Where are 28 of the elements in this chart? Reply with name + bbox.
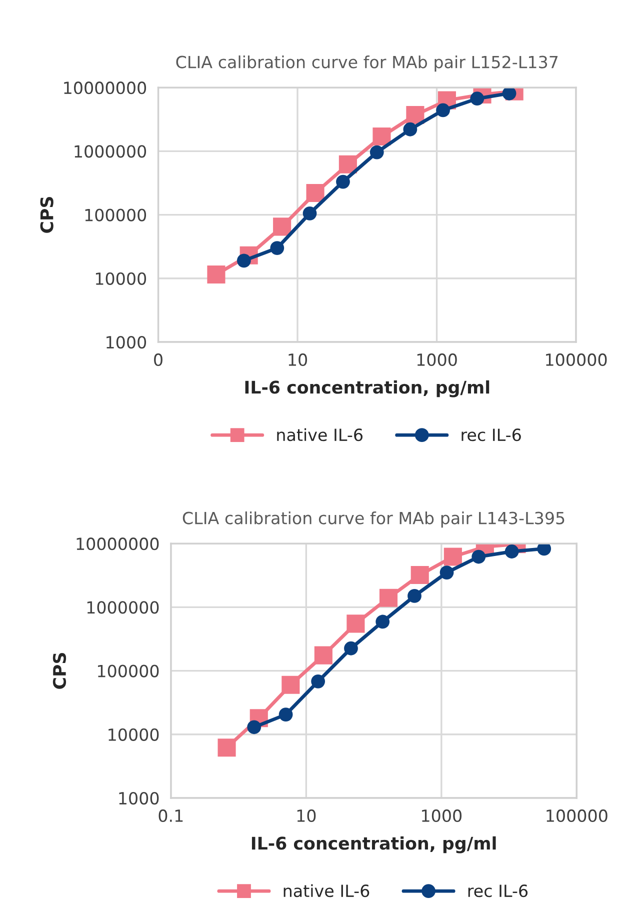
legend-label: native IL-6 (277, 428, 363, 442)
y-tick-label: 1000000 (87, 601, 159, 614)
x-tick-label: 0.1 (158, 809, 183, 822)
legend-label: native IL-6 (284, 884, 370, 898)
x-axis-title: IL-6 concentration, pg/ml (252, 836, 496, 854)
chart-title: CLIA calibration curve for MAb pair L143-L395 (182, 511, 564, 528)
x-tick-label: 10 (288, 353, 308, 366)
x-tick-label: 1000 (417, 353, 457, 366)
legend-label: rec IL-6 (468, 884, 528, 898)
y-tick-label: 10000000 (76, 538, 159, 550)
x-tick-label: 100000 (546, 353, 607, 366)
y-axis-title: CPS (52, 653, 66, 689)
y-axis-title: CPS (40, 197, 54, 233)
x-tick-label: 1000 (422, 809, 462, 822)
y-tick-label: 10000 (108, 728, 159, 741)
y-tick-label: 1000000 (74, 145, 146, 158)
x-tick-label: 100000 (546, 809, 608, 822)
y-tick-label: 100000 (85, 208, 146, 222)
x-axis-title: IL-6 concentration, pg/ml (245, 380, 490, 398)
y-tick-label: 10000 (96, 272, 146, 285)
y-tick-label: 100000 (98, 664, 159, 678)
y-tick-label: 1000 (106, 336, 146, 349)
chart-title: CLIA calibration curve for MAb pair L152-L137 (176, 55, 558, 72)
y-tick-label: 1000 (119, 792, 159, 805)
y-tick-label: 10000000 (64, 82, 146, 94)
x-tick-label: 10 (297, 809, 316, 822)
x-tick-label: 0 (154, 353, 162, 366)
legend-label: rec IL-6 (462, 428, 521, 442)
